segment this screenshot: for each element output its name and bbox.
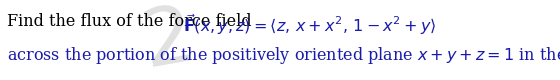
Text: Find the flux of the force field: Find the flux of the force field <box>7 13 251 30</box>
Text: $2$: $2$ <box>136 0 194 80</box>
Text: across the portion of the positively oriented plane $x + y + z = 1$ in the first: across the portion of the positively ori… <box>7 45 560 66</box>
Text: $\vec{\mathbf{F}}(x, y, z) = \langle z,\, x + x^2,\, 1 - x^2 + y \rangle$: $\vec{\mathbf{F}}(x, y, z) = \langle z,\… <box>183 13 437 37</box>
